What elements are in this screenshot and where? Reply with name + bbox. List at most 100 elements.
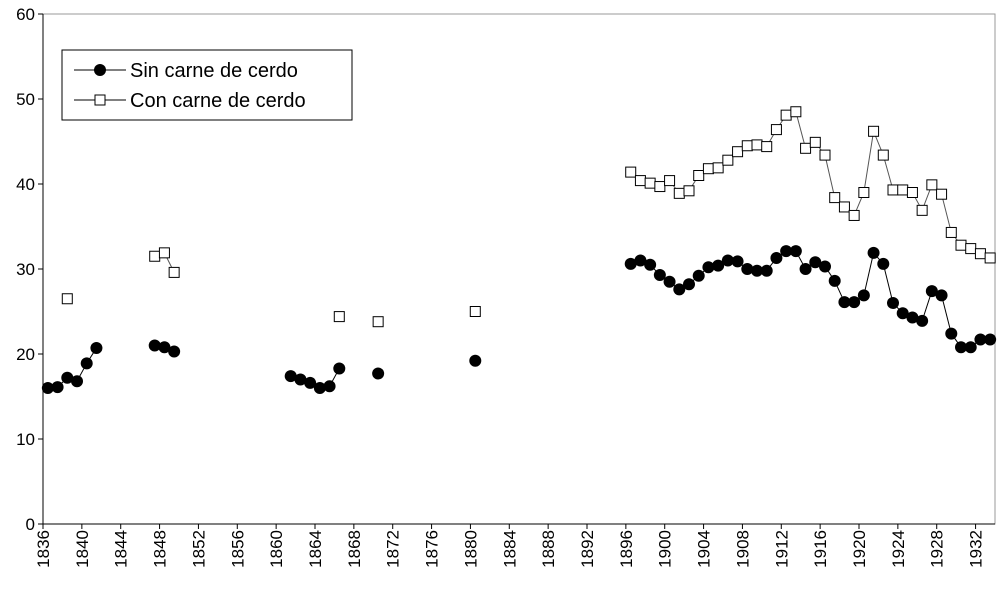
point (663, 275, 676, 288)
point (168, 345, 181, 358)
point (333, 311, 345, 323)
point (469, 306, 481, 317)
point (323, 380, 336, 393)
x-tick-label: 1884 (500, 530, 519, 568)
point (906, 311, 919, 324)
point (926, 179, 938, 191)
point (867, 246, 880, 259)
point (848, 209, 860, 221)
point (731, 255, 744, 268)
point (41, 382, 54, 394)
point (819, 149, 831, 161)
point (780, 109, 792, 121)
x-tick-label: 1880 (461, 530, 480, 568)
point (887, 297, 899, 309)
point (955, 341, 967, 354)
legend-label: Sin carne de cerdo (130, 60, 298, 82)
point (634, 254, 647, 267)
x-tick-label: 1888 (539, 530, 558, 568)
y-tick-label: 60 (16, 5, 35, 24)
point (780, 245, 793, 258)
point (741, 140, 753, 152)
x-tick-label: 1848 (151, 530, 170, 568)
point (760, 264, 773, 277)
point (809, 256, 822, 269)
point (80, 357, 93, 370)
point (916, 204, 928, 216)
point (887, 184, 899, 196)
point (71, 375, 83, 388)
point (372, 316, 384, 328)
point (770, 251, 783, 264)
point (974, 333, 987, 346)
point (945, 327, 958, 340)
legend-box (61, 49, 353, 121)
point (372, 367, 385, 380)
point (974, 248, 986, 260)
point (935, 289, 948, 302)
point (664, 175, 676, 187)
x-tick-label: 1856 (228, 530, 247, 568)
y-tick-label: 50 (16, 90, 35, 109)
point (800, 142, 812, 154)
point (984, 333, 997, 346)
x-tick-label: 1932 (967, 530, 986, 568)
point (313, 382, 326, 394)
point (168, 266, 180, 278)
point (868, 125, 880, 137)
point (284, 370, 297, 383)
point (625, 166, 637, 178)
point (789, 245, 802, 258)
point (732, 146, 744, 158)
point (158, 247, 170, 259)
point (955, 239, 967, 251)
point (624, 257, 637, 270)
x-tick-label: 1876 (423, 530, 442, 568)
point (683, 278, 695, 291)
y-tick-label: 30 (16, 260, 35, 279)
point (799, 263, 812, 275)
y-tick-label: 10 (16, 430, 35, 449)
point (897, 184, 909, 196)
point (683, 185, 695, 197)
point (61, 293, 73, 305)
point (304, 376, 317, 389)
point (965, 243, 977, 255)
point (644, 177, 656, 189)
x-tick-label: 1852 (189, 530, 208, 568)
x-tick-label: 1920 (850, 530, 869, 568)
point (984, 252, 996, 264)
point (654, 181, 666, 193)
point (149, 250, 161, 262)
point (712, 162, 724, 174)
point (916, 314, 929, 327)
point (906, 187, 918, 198)
point (634, 175, 646, 187)
point (829, 192, 841, 204)
point (148, 339, 161, 352)
y-tick-label: 40 (16, 175, 35, 194)
x-tick-label: 1840 (73, 530, 92, 568)
legend: Sin carne de cerdo Con carne de cerdo (61, 49, 353, 121)
x-tick-label: 1844 (112, 530, 131, 568)
point (333, 362, 346, 375)
point (838, 201, 850, 213)
x-tick-label: 1860 (267, 530, 286, 568)
point (761, 141, 773, 153)
x-tick-label: 1912 (772, 530, 791, 568)
x-tick-label: 1868 (345, 530, 364, 568)
point (945, 226, 957, 238)
point (294, 373, 307, 386)
point (741, 263, 754, 275)
point (819, 260, 831, 273)
point (877, 257, 890, 270)
point (158, 341, 171, 354)
point (644, 258, 657, 271)
x-tick-label: 1896 (617, 530, 636, 568)
point (857, 289, 870, 302)
point (673, 187, 685, 199)
x-tick-label: 1892 (578, 530, 597, 568)
point (51, 381, 64, 394)
point (751, 264, 763, 277)
